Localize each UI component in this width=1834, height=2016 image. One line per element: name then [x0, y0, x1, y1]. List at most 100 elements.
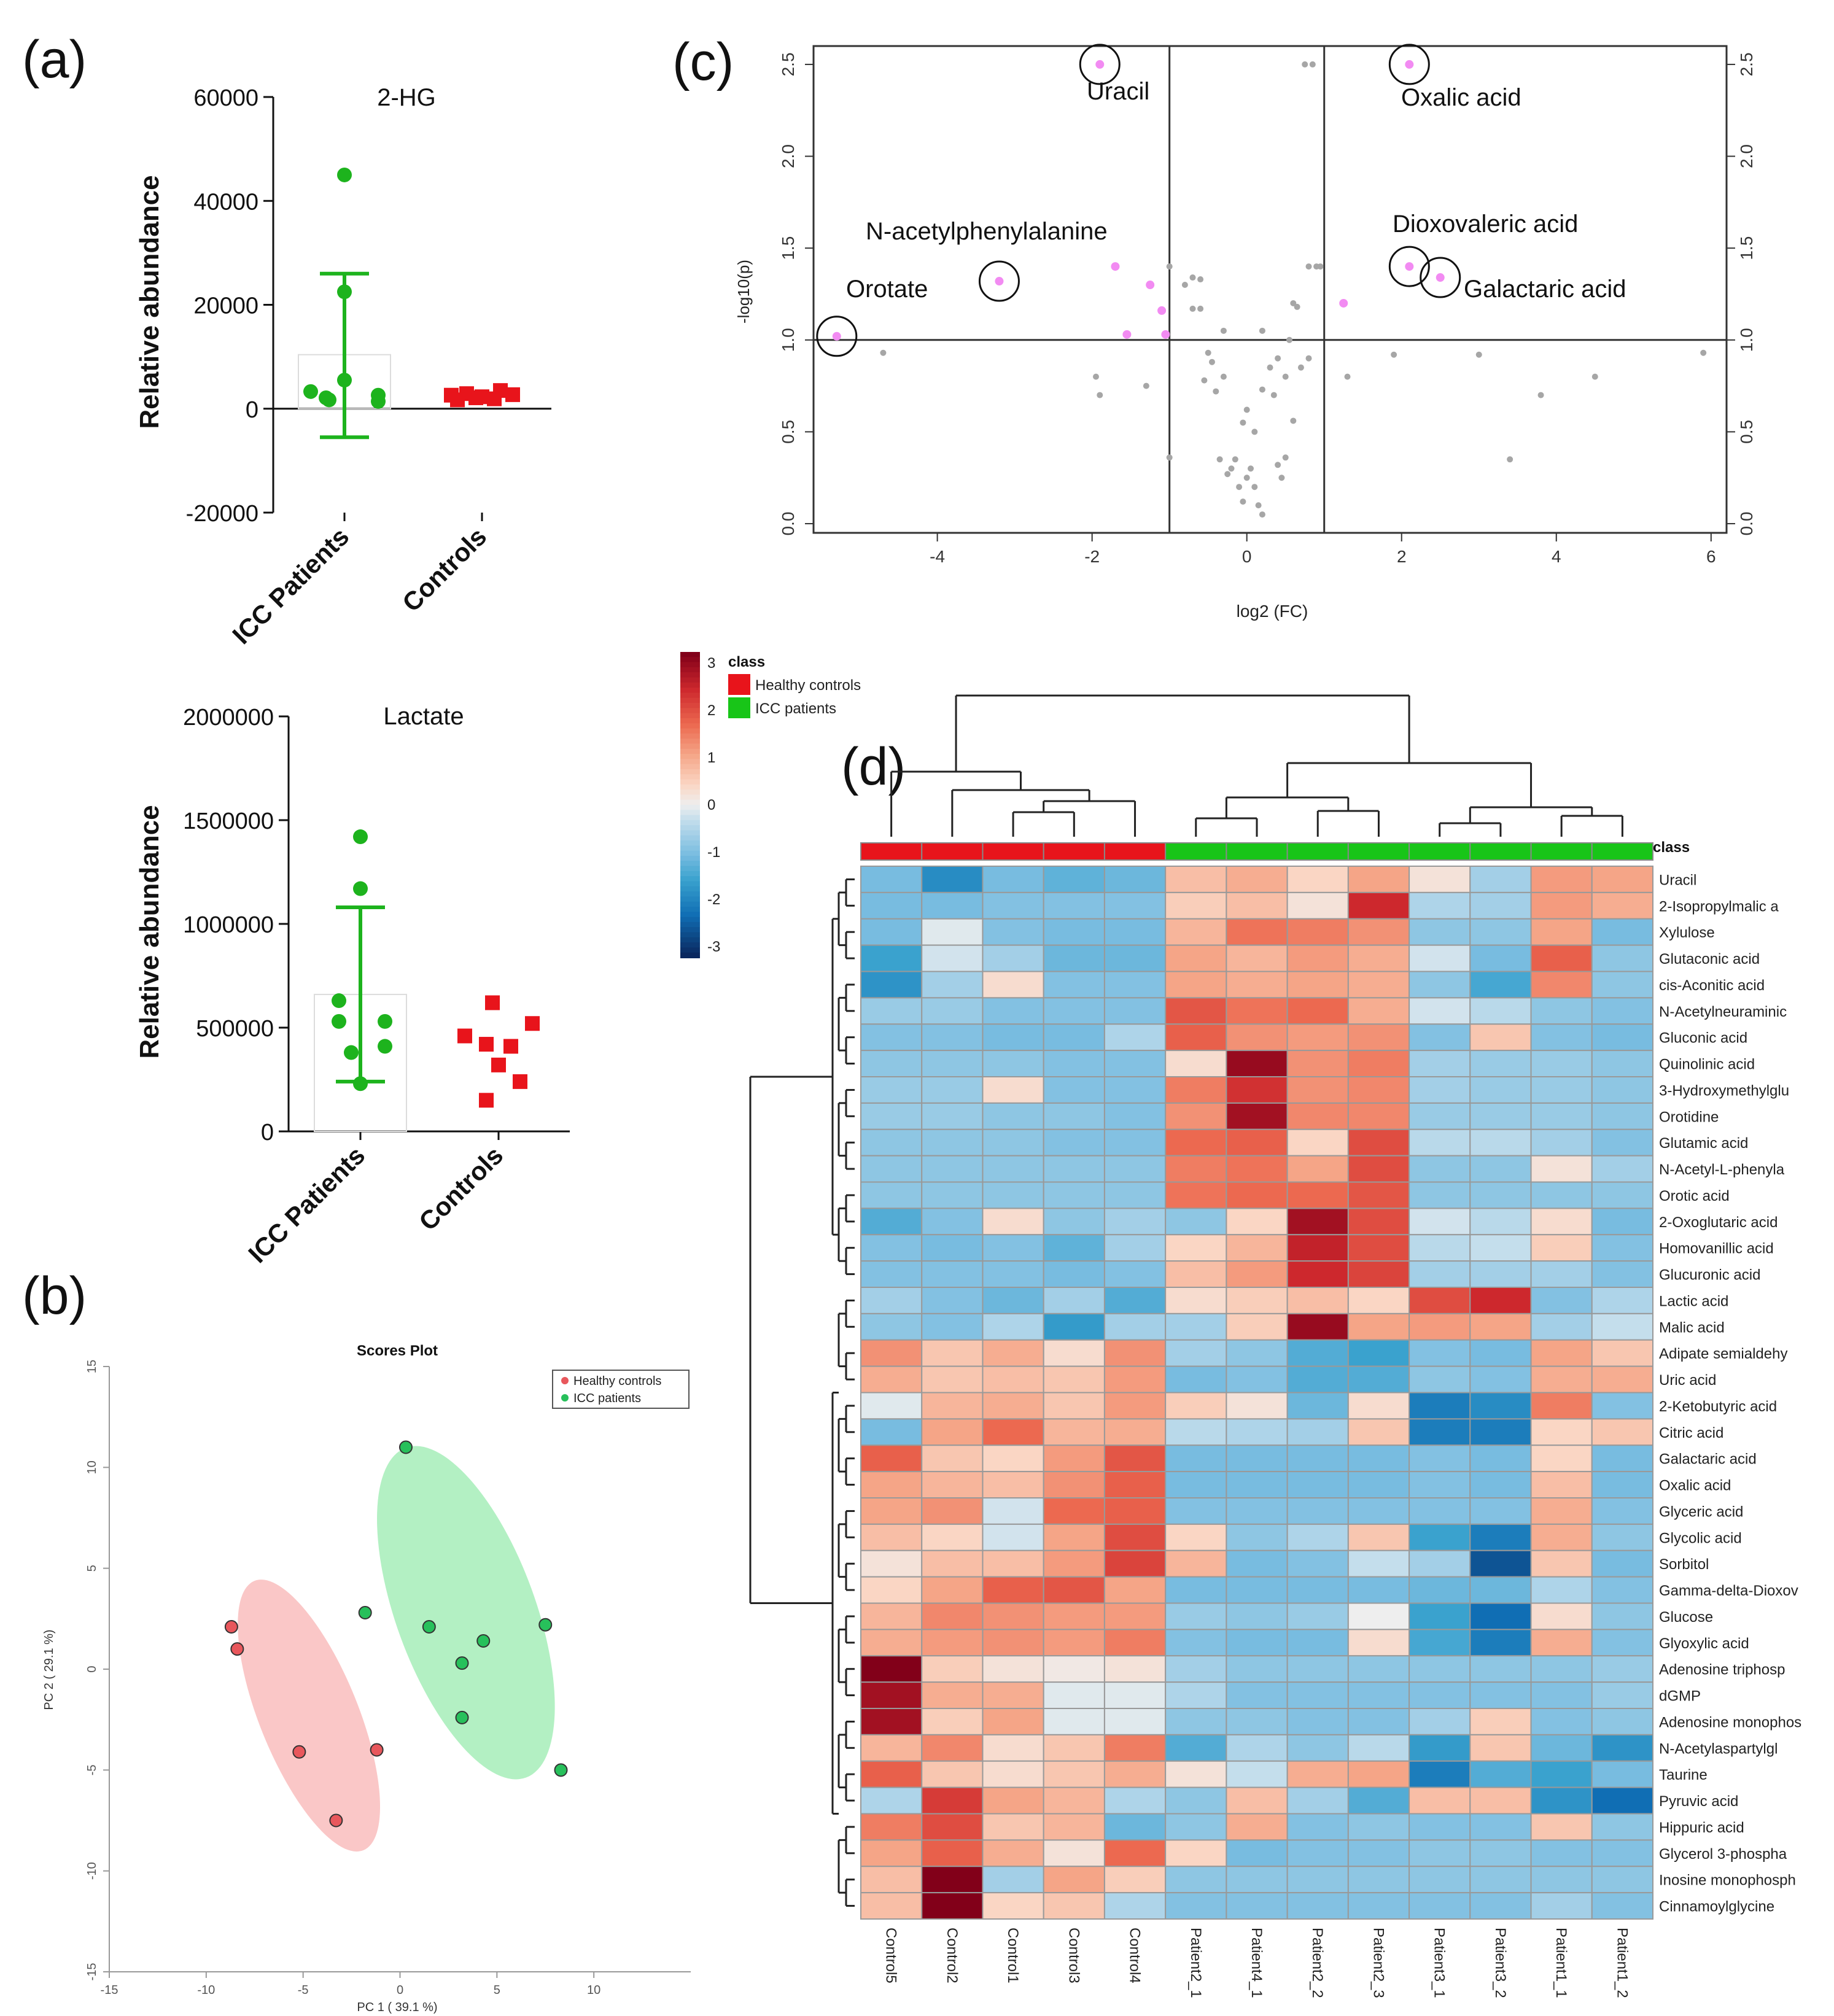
heatmap-cell: [1286, 971, 1349, 999]
data-point-icc: [332, 993, 346, 1009]
heatmap-cell: [1347, 1339, 1410, 1367]
heatmap-cell: [1165, 1523, 1227, 1551]
legend-marker-icc: [561, 1394, 569, 1402]
heatmap-cell: [1103, 1523, 1167, 1551]
heatmap-cell: [1591, 1471, 1654, 1498]
scale-segment: [680, 718, 700, 724]
scale-segment: [680, 835, 700, 842]
heatmap-cell: [1286, 1839, 1349, 1867]
heatmap-cell: [1409, 1312, 1471, 1341]
scale-segment: [680, 917, 700, 923]
heatmap-cell: [1591, 1234, 1654, 1262]
heatmap-cell: [1591, 1602, 1654, 1630]
volcano-annotations: Uracil Oxalic acid N-acetylphenylalanine…: [846, 78, 1626, 303]
point-nonsignificant: [1391, 351, 1397, 358]
row-label: Homovanillic acid: [1659, 1241, 1774, 1257]
point-nonsignificant: [1243, 406, 1250, 413]
heatmap-cell: [1043, 971, 1105, 999]
y-ticks-lactate: 2000000 1500000 1000000 500000 0: [183, 705, 289, 1146]
y-tick-label: 2000000: [183, 705, 274, 731]
heatmap-cell: [1591, 1287, 1654, 1314]
heatmap-cell: [982, 1629, 1044, 1657]
heatmap-cell: [1591, 1866, 1654, 1894]
heatmap-cell: [1347, 866, 1410, 893]
row-label: Oxalic acid: [1659, 1478, 1731, 1494]
heatmap-cell: [1591, 1497, 1654, 1525]
scale-segment: [680, 728, 700, 734]
heatmap-cell: [1286, 1549, 1349, 1578]
heatmap-cell: [1347, 1444, 1410, 1473]
point-nonsignificant: [1236, 484, 1243, 490]
heatmap-cell: [1165, 1023, 1227, 1052]
y-tick-label: -15: [85, 1963, 99, 1981]
heatmap-cell: [1286, 1602, 1349, 1630]
heatmap-cell: [1103, 866, 1167, 893]
heatmap-cell: [1165, 1760, 1227, 1788]
heatmap-cell: [1409, 1102, 1471, 1130]
heatmap-cell: [1409, 971, 1471, 999]
class-bar-cell: [860, 842, 923, 861]
heatmap-cell: [1043, 1050, 1105, 1077]
heatmap-cell: [1591, 1339, 1654, 1367]
heatmap-cell: [1043, 1023, 1105, 1052]
y-tick-label-right: 0.0: [1737, 512, 1756, 536]
heatmap-cell: [1286, 1523, 1349, 1551]
heatmap-cell: [1409, 1050, 1471, 1077]
y-tick-label-right: 1.5: [1737, 236, 1756, 260]
point-nonsignificant: [1255, 502, 1262, 509]
heatmap-cell: [1226, 1444, 1288, 1473]
heatmap-cell: [1165, 1260, 1227, 1288]
heatmap-cell: [1226, 866, 1288, 893]
data-point-icc: [344, 1045, 359, 1060]
scale-segment: [680, 667, 700, 673]
score-point-icc: [398, 1440, 413, 1454]
heatmap-cell: [1226, 1155, 1288, 1183]
heatmap-cell: [1347, 1760, 1410, 1788]
heatmap-cell: [1409, 1155, 1471, 1183]
heatmap-cell: [1347, 997, 1410, 1025]
heatmap-cell: [982, 1339, 1044, 1367]
heatmap-cell: [1347, 1786, 1410, 1815]
heatmap-cell: [1347, 1576, 1410, 1604]
heatmap-cell: [921, 1260, 984, 1288]
heatmap-cell: [1226, 1418, 1288, 1446]
scale-segment: [680, 748, 700, 754]
heatmap-cell: [1286, 1576, 1349, 1604]
y-tick-label: 0: [261, 1120, 274, 1146]
heatmap-cell: [1043, 1760, 1105, 1788]
scale-segment: [680, 937, 700, 944]
row-label: Galactaric acid: [1659, 1451, 1757, 1468]
heatmap-cell: [1043, 1155, 1105, 1183]
heatmap-cell: [1409, 891, 1471, 920]
heatmap-cell: [1165, 1629, 1227, 1657]
heatmap-cell: [1409, 1576, 1471, 1604]
y-tick-label-left: 2.5: [779, 52, 798, 76]
row-label: Pyruvic acid: [1659, 1793, 1738, 1810]
heatmap-cell: [1530, 1708, 1593, 1735]
x-tick-label: -5: [298, 1983, 309, 1997]
annotation-highlight-circle: [816, 316, 858, 357]
column-label: Patient2_3: [1370, 1928, 1386, 1998]
heatmap-cell: [1591, 944, 1654, 972]
point-nonsignificant: [1275, 462, 1281, 468]
point-nonsignificant: [1228, 465, 1235, 472]
heatmap-cell: [1591, 1392, 1654, 1420]
heatmap-cell: [982, 1023, 1044, 1052]
row-label: Citric acid: [1659, 1425, 1723, 1441]
heatmap-cell: [921, 1866, 984, 1894]
scale-segment: [680, 652, 700, 658]
heatmap-cell: [1226, 918, 1288, 946]
heatmap-cell: [1347, 1549, 1410, 1578]
heatmap-cell: [1226, 1128, 1288, 1157]
heatmap-cell: [860, 1155, 923, 1183]
scale-segment: [680, 794, 700, 801]
scale-segment: [680, 896, 700, 902]
y-tick-label: 40000: [193, 189, 258, 215]
panel-label-c: (c): [672, 33, 734, 91]
scale-segment: [680, 774, 700, 780]
heatmap-cell: [921, 1523, 984, 1551]
heatmap-cell: [1043, 1549, 1105, 1578]
point-significant: [1405, 262, 1414, 271]
row-label: Sorbitol: [1659, 1556, 1709, 1573]
heatmap-cell: [1165, 1208, 1227, 1236]
